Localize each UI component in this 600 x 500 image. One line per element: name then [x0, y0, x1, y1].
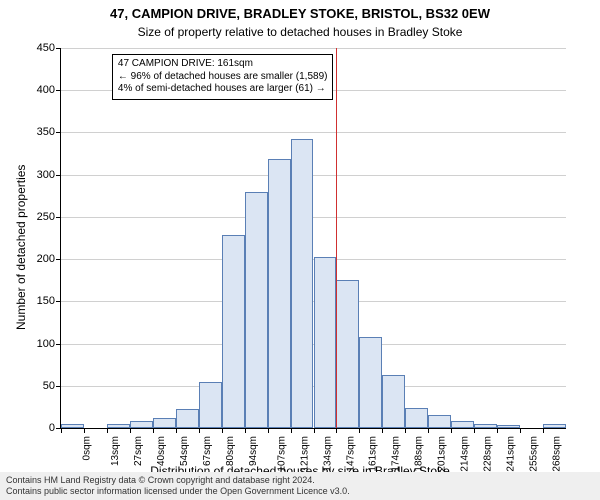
x-tick: [245, 428, 246, 433]
bar: [543, 424, 566, 428]
y-tick-label: 100: [0, 338, 55, 350]
bar: [130, 421, 153, 428]
x-tick-label: 13sqm: [110, 436, 121, 466]
y-tick-label: 250: [0, 211, 55, 223]
bar: [245, 192, 268, 428]
x-tick-label: 228sqm: [483, 436, 494, 472]
x-tick: [268, 428, 269, 433]
x-tick: [222, 428, 223, 433]
gridline: [61, 132, 566, 133]
bar: [451, 421, 474, 428]
bar: [199, 382, 222, 428]
x-tick: [61, 428, 62, 433]
footer-line2: Contains public sector information licen…: [6, 486, 594, 497]
bar: [497, 425, 520, 428]
y-tick: [56, 259, 61, 260]
x-tick-label: 27sqm: [133, 436, 144, 466]
bar: [314, 257, 337, 428]
y-tick-label: 450: [0, 42, 55, 54]
chart-title: 47, CAMPION DRIVE, BRADLEY STOKE, BRISTO…: [0, 0, 600, 23]
bar: [336, 280, 359, 428]
x-tick: [130, 428, 131, 433]
bar: [474, 424, 497, 428]
x-tick-label: 174sqm: [391, 436, 402, 472]
y-tick: [56, 386, 61, 387]
x-tick-label: 67sqm: [202, 436, 213, 466]
x-tick: [543, 428, 544, 433]
x-tick: [199, 428, 200, 433]
anno-line: ← 96% of detached houses are smaller (1,…: [118, 71, 328, 84]
bar: [268, 159, 291, 428]
y-tick: [56, 90, 61, 91]
x-tick: [84, 428, 85, 433]
x-tick: [520, 428, 521, 433]
x-tick-label: 40sqm: [156, 436, 167, 466]
x-tick: [176, 428, 177, 433]
anno-line: 4% of semi-detached houses are larger (6…: [118, 83, 328, 96]
x-tick-label: 134sqm: [322, 436, 333, 472]
x-tick-label: 214sqm: [460, 436, 471, 472]
bar: [61, 424, 84, 428]
y-tick: [56, 344, 61, 345]
x-tick: [153, 428, 154, 433]
y-tick: [56, 175, 61, 176]
x-tick-label: 147sqm: [345, 436, 356, 472]
bar: [107, 424, 130, 428]
x-tick-label: 94sqm: [248, 436, 259, 466]
footer: Contains HM Land Registry data © Crown c…: [0, 472, 600, 500]
x-tick: [497, 428, 498, 433]
x-tick: [451, 428, 452, 433]
y-tick: [56, 301, 61, 302]
y-tick-label: 50: [0, 380, 55, 392]
y-tick-label: 350: [0, 126, 55, 138]
chart-container: 47, CAMPION DRIVE, BRADLEY STOKE, BRISTO…: [0, 0, 600, 500]
footer-line1: Contains HM Land Registry data © Crown c…: [6, 475, 594, 486]
bar: [359, 337, 382, 428]
plot-area: 47 CAMPION DRIVE: 161sqm← 96% of detache…: [60, 48, 566, 429]
y-tick: [56, 217, 61, 218]
bar: [291, 139, 314, 428]
bar: [405, 408, 428, 428]
x-tick-label: 80sqm: [225, 436, 236, 466]
y-tick-label: 400: [0, 84, 55, 96]
anno-line: 47 CAMPION DRIVE: 161sqm: [118, 58, 328, 71]
bar: [153, 418, 176, 428]
x-tick-label: 54sqm: [179, 436, 190, 466]
x-tick: [405, 428, 406, 433]
bar: [428, 415, 451, 429]
bar: [222, 235, 245, 428]
x-tick: [107, 428, 108, 433]
x-tick: [336, 428, 337, 433]
x-tick-label: 268sqm: [552, 436, 563, 472]
x-tick-label: 255sqm: [529, 436, 540, 472]
y-tick-label: 200: [0, 253, 55, 265]
y-tick-label: 0: [0, 422, 55, 434]
y-tick-label: 150: [0, 295, 55, 307]
chart-subtitle: Size of property relative to detached ho…: [0, 23, 600, 39]
x-tick-label: 107sqm: [276, 436, 287, 472]
x-tick-label: 161sqm: [368, 436, 379, 472]
gridline: [61, 48, 566, 49]
x-tick: [314, 428, 315, 433]
gridline: [61, 175, 566, 176]
x-tick: [428, 428, 429, 433]
x-tick: [382, 428, 383, 433]
x-tick: [474, 428, 475, 433]
gridline: [61, 217, 566, 218]
annotation-box: 47 CAMPION DRIVE: 161sqm← 96% of detache…: [112, 54, 334, 100]
x-tick-label: 241sqm: [506, 436, 517, 472]
y-tick: [56, 132, 61, 133]
x-tick: [291, 428, 292, 433]
bar: [176, 409, 199, 428]
x-tick-label: 188sqm: [414, 436, 425, 472]
reference-line: [336, 48, 337, 428]
x-tick-label: 0sqm: [81, 436, 92, 460]
y-tick-label: 300: [0, 169, 55, 181]
x-tick-label: 201sqm: [437, 436, 448, 472]
bar: [382, 375, 405, 428]
x-tick-label: 121sqm: [299, 436, 310, 472]
x-tick: [359, 428, 360, 433]
y-tick: [56, 48, 61, 49]
